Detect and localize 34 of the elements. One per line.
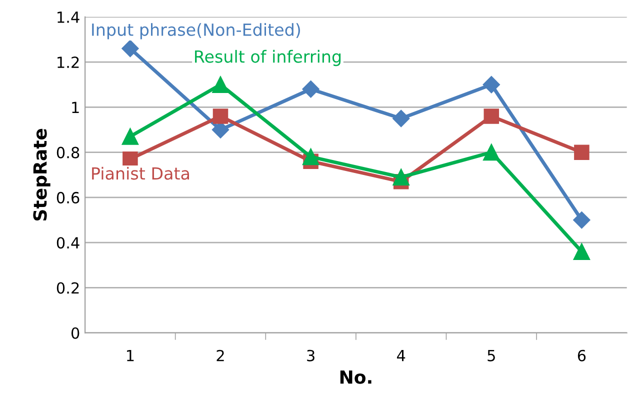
x-tick-label: 6 [578, 350, 586, 362]
point [212, 108, 228, 124]
point [574, 144, 590, 160]
y-tick-label: 1 [72, 102, 79, 113]
point [573, 211, 590, 229]
point [122, 40, 139, 58]
point [392, 168, 410, 186]
x-tick-label: 3 [307, 350, 314, 362]
series-label: Result of inferring [195, 50, 341, 66]
y-tick-label: 0 [71, 327, 80, 339]
y-tick-label: 0.8 [56, 146, 80, 158]
y-tick-label: 1.2 [58, 56, 79, 68]
point [302, 80, 320, 98]
point [302, 148, 320, 166]
x-tick-label: 4 [396, 350, 406, 362]
series-label: Pianist Data [92, 166, 189, 180]
x-tick-label: 5 [488, 350, 495, 362]
point [122, 128, 139, 145]
x-tick-label: 1 [127, 350, 134, 362]
y-axis-title: StepRate [33, 128, 50, 220]
x-tick-label: 2 [216, 350, 224, 362]
point [482, 76, 500, 94]
point [483, 144, 500, 161]
point [573, 243, 590, 260]
point [484, 108, 500, 124]
x-axis-title: No. [340, 370, 372, 384]
point [122, 151, 138, 167]
y-tick-label: 1.4 [58, 12, 80, 23]
point [212, 76, 229, 93]
y-tick-label: 0.6 [56, 192, 80, 204]
y-tick-label: 0.2 [56, 282, 79, 294]
point [392, 110, 410, 128]
y-tick-label: 0.4 [56, 237, 80, 249]
series-label: Input phrase(Non-Edited) [92, 23, 300, 40]
